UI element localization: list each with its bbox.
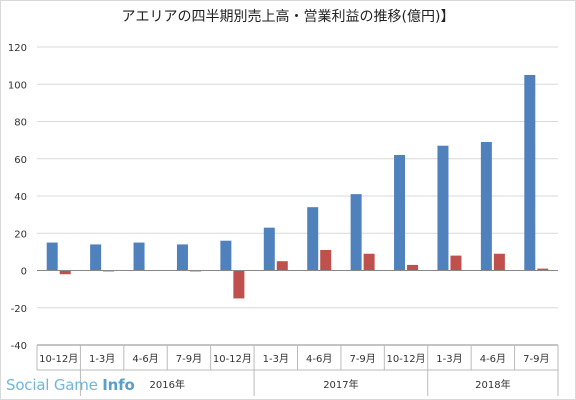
bar-series-2 [537,268,549,271]
year-group-label: 2017年 [323,378,358,391]
bar-series-2 [59,270,71,275]
x-tick-label: 1-3月 [263,353,289,365]
year-group-label: 2018年 [475,378,510,391]
bar-series-1 [46,242,58,271]
bar-series-2 [407,264,419,271]
x-tick-label: 1-3月 [89,353,115,365]
bar-series-1 [394,155,406,271]
chart-title: アエリアの四半期別売上高・営業利益の推移(億円)】 [121,9,455,25]
bar-series-1 [350,194,362,271]
bar-series-1 [90,244,102,271]
x-tick-label: 10-12月 [39,353,78,365]
x-tick-label: 4-6月 [132,353,158,365]
year-group-label: 2016年 [150,378,185,391]
y-tick-label: 0 [21,267,27,278]
y-tick-label: 80 [14,118,27,129]
y-tick-label: 60 [14,155,27,166]
bar-series-2 [493,253,505,271]
y-tick-label: 120 [8,43,27,54]
y-tick-label: 100 [8,80,27,91]
bar-series-2 [276,261,288,271]
x-tick-label: 4-6月 [480,353,506,365]
bar-series-1 [176,244,188,271]
watermark-logo: Social Game Info [6,376,135,394]
watermark-text-bold: Info [102,376,135,394]
x-tick-label: 7-9月 [176,353,202,365]
bar-series-1 [220,240,232,271]
bar-series-2 [363,253,375,271]
x-tick-label: 7-9月 [349,353,375,365]
bar-series-1 [524,74,536,271]
bar-series-2 [233,270,245,299]
bar-series-1 [307,207,319,271]
bar-series-1 [263,227,275,271]
bar-series-2 [450,255,462,271]
bar-series-1 [437,145,449,271]
bar-series-1 [480,141,492,271]
x-tick-label: 7-9月 [523,353,549,365]
x-tick-label: 1-3月 [436,353,462,365]
bar-series-1 [133,242,145,271]
bar-series-2 [320,250,332,271]
y-tick-label: -20 [11,304,27,315]
x-tick-label: 10-12月 [387,353,426,365]
x-tick-label: 10-12月 [213,353,252,365]
x-tick-label: 4-6月 [306,353,332,365]
y-tick-label: 20 [14,229,27,240]
y-tick-label: -40 [11,341,27,352]
watermark-text: Social Game [6,376,103,394]
y-tick-label: 40 [14,192,27,203]
